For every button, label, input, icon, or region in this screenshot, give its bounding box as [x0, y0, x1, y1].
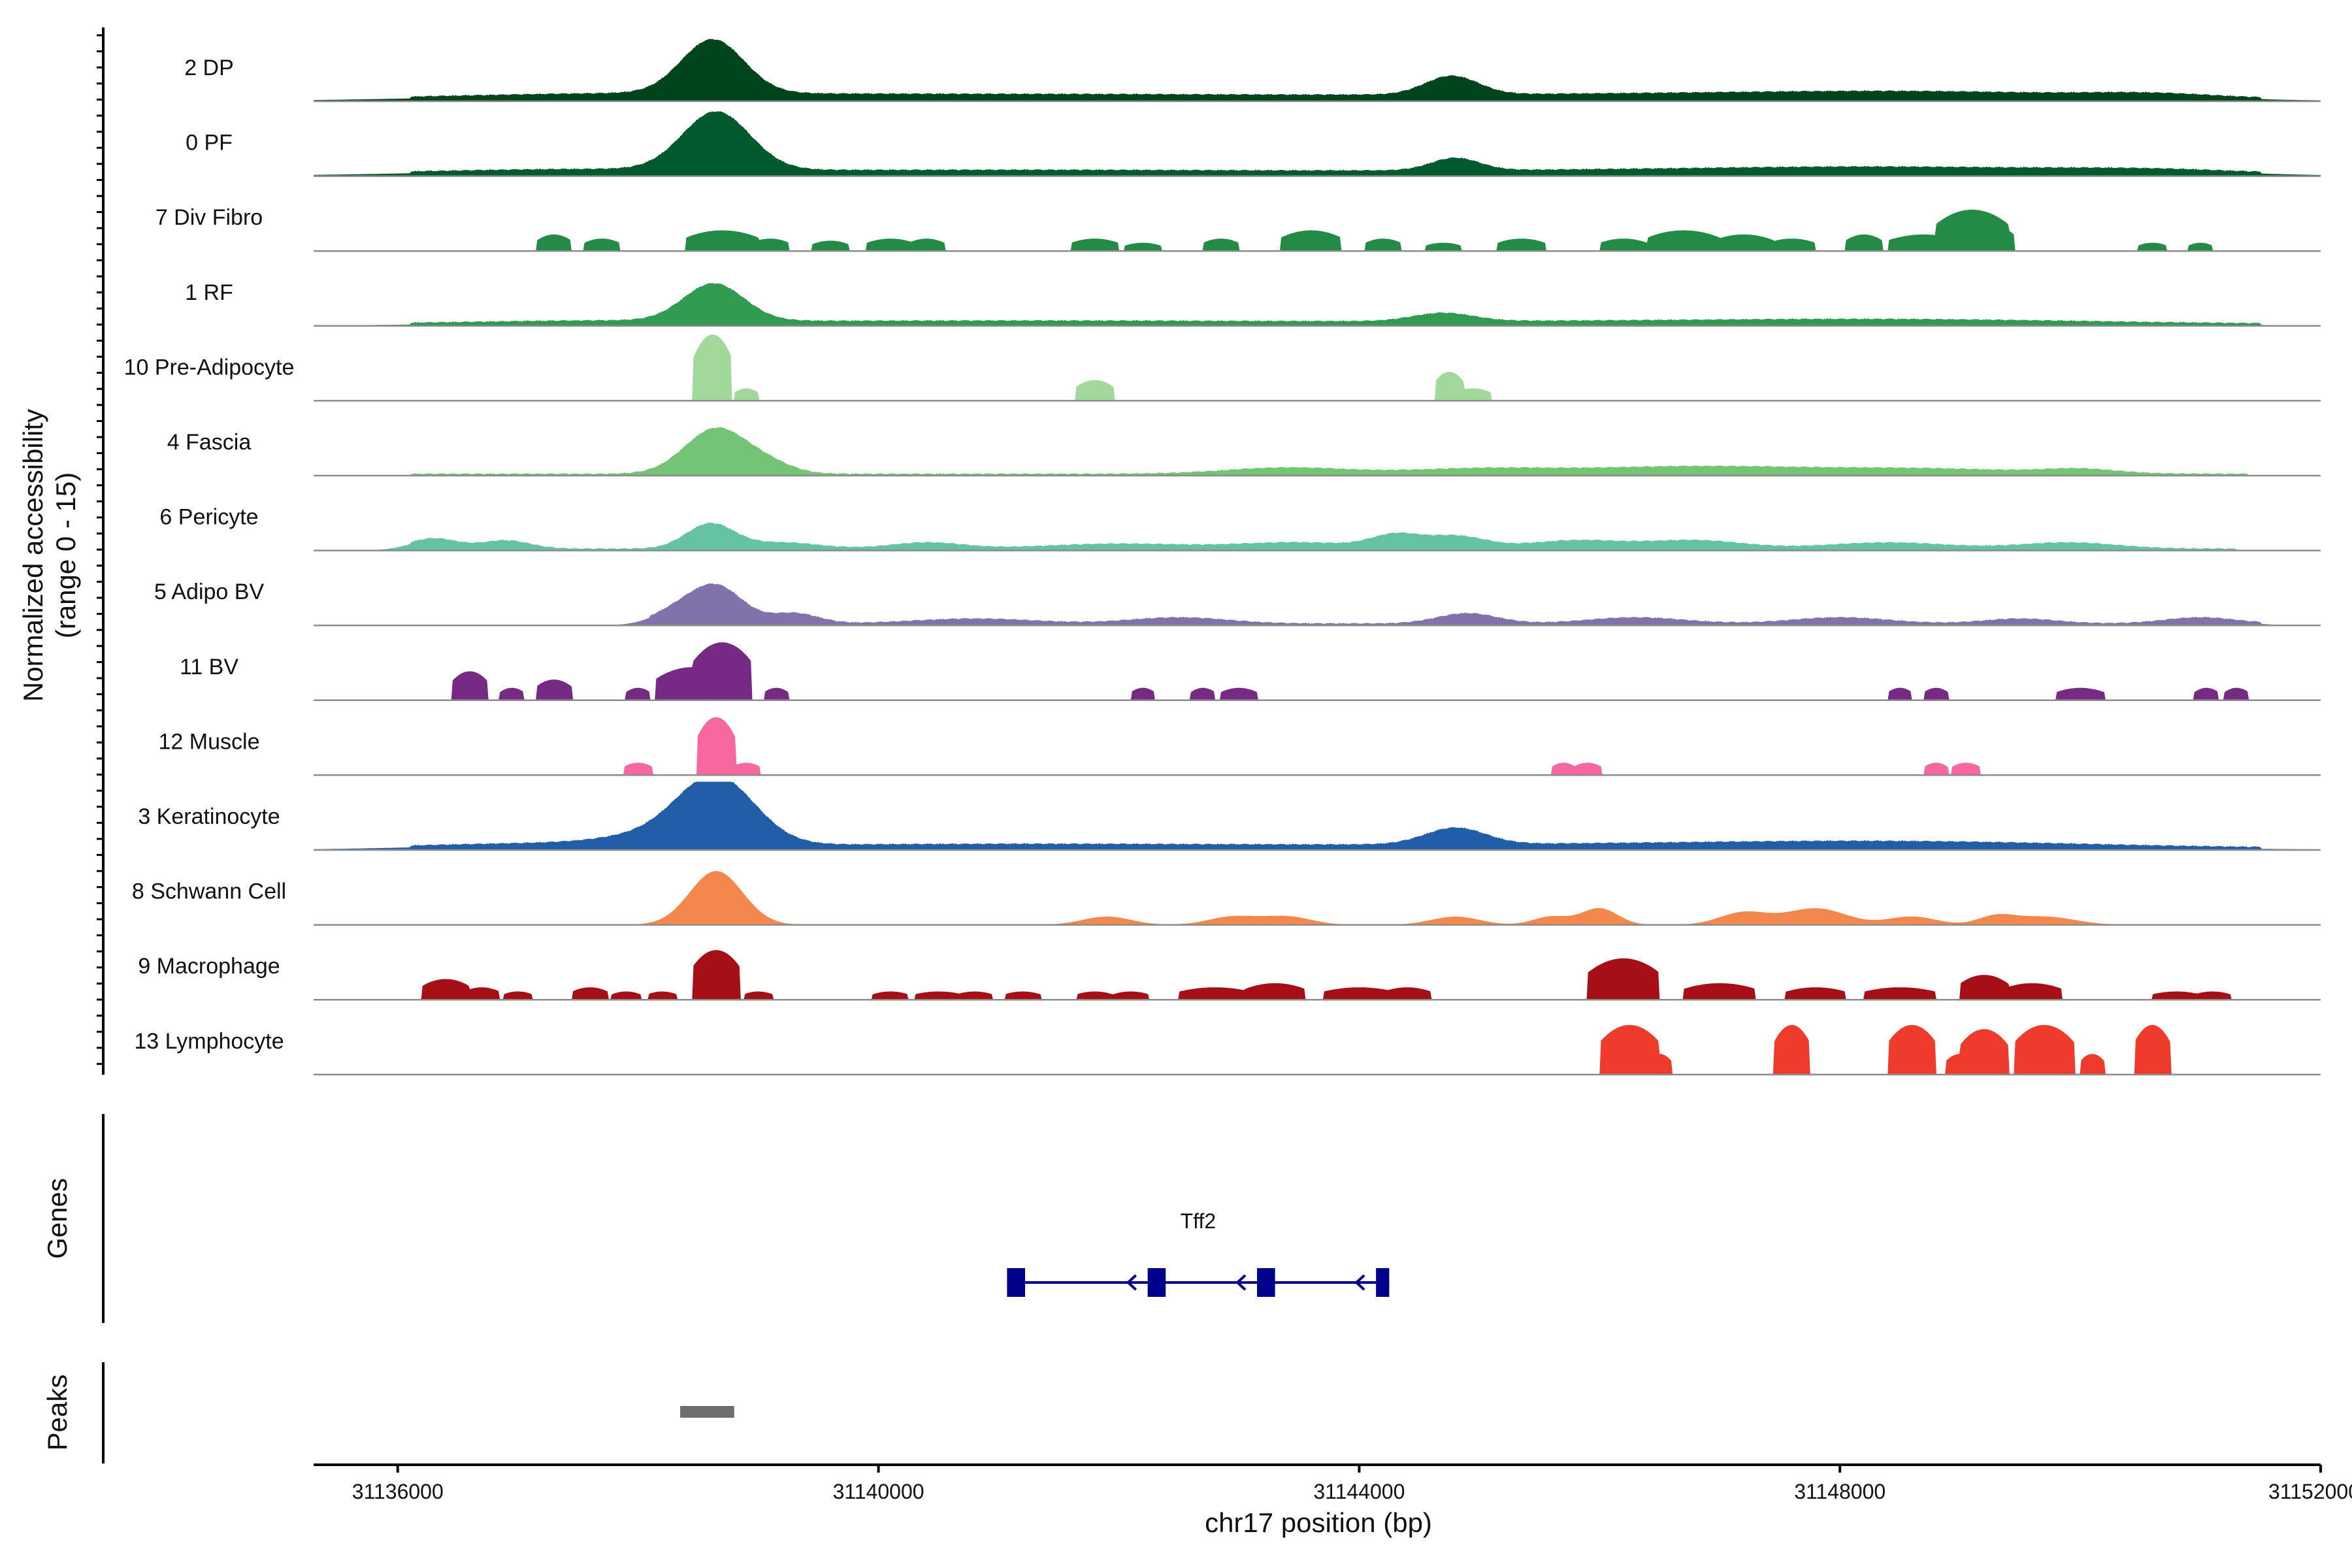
x-tick-label: 31152000 [2268, 1480, 2352, 1503]
track-label: 9 Macrophage [138, 954, 280, 979]
gene-exon [1257, 1268, 1275, 1297]
gene-exon [1007, 1268, 1025, 1297]
gene-model-tff2: Tff2 [1007, 1209, 1390, 1297]
peak-regions [680, 1406, 734, 1418]
coverage-area [314, 583, 2321, 626]
strand-arrow-icon [1354, 1274, 1365, 1291]
coverage-area [314, 717, 2321, 776]
x-tick-label: 31136000 [352, 1480, 444, 1503]
track-13-lymphocyte: 13 Lymphocyte [134, 1024, 2321, 1076]
peaks-panel-label: Peaks [42, 1375, 73, 1451]
track-label: 7 Div Fibro [155, 205, 263, 230]
gene-exon [1376, 1268, 1390, 1297]
gene-exon [1147, 1268, 1166, 1297]
coverage-area [314, 335, 2321, 401]
track-4-fascia: 4 Fascia [167, 427, 2321, 477]
x-tick-label: 31140000 [833, 1480, 924, 1503]
strand-arrow-icon [1126, 1274, 1137, 1291]
track-label: 8 Schwann Cell [132, 879, 286, 904]
track-label: 3 Keratinocyte [138, 804, 280, 829]
coverage-area [314, 1024, 2321, 1075]
track-label: 6 Pericyte [159, 505, 258, 530]
x-axis-title: chr17 position (bp) [1205, 1507, 1432, 1538]
track-2-dp: 2 DP [184, 39, 2321, 103]
track-label: 12 Muscle [159, 729, 260, 754]
track-3-keratinocyte: 3 Keratinocyte [138, 781, 2321, 851]
coverage-area [314, 781, 2321, 850]
genes-panel-label: Genes [42, 1178, 73, 1259]
coverage-area [314, 522, 2321, 551]
coverage-y-axis [97, 27, 105, 1075]
y-axis-title-line1: Normalized accessibility [18, 409, 48, 702]
track-8-schwann-cell: 8 Schwann Cell [132, 871, 2321, 926]
x-axis: 31136000 31140000 31144000 31148000 31152000 [314, 1463, 2352, 1503]
track-5-adipo-bv: 5 Adipo BV [154, 580, 2321, 627]
coverage-area [314, 209, 2321, 252]
coverage-area [314, 642, 2321, 700]
coverage-area [314, 427, 2321, 476]
gene-name-label: Tff2 [1181, 1209, 1217, 1233]
track-label: 11 BV [180, 655, 238, 679]
strand-arrow-icon [1235, 1274, 1247, 1291]
track-9-macrophage: 9 Macrophage [138, 950, 2321, 1001]
track-label: 10 Pre-Adipocyte [124, 355, 295, 380]
coverage-area [314, 39, 2321, 102]
x-tick-label: 31148000 [1794, 1480, 1886, 1503]
coverage-area [314, 950, 2321, 1000]
coverage-area [314, 871, 2321, 925]
track-0-pf: 0 PF [186, 111, 2321, 177]
coverage-area [314, 111, 2321, 176]
coverage-tracks: 2 DP 0 PF 7 Div Fibro 1 RF 10 Pre-Adipocyte 4… [124, 39, 2321, 1076]
track-7-div-fibro: 7 Div Fibro [155, 205, 2321, 252]
track-11-bv: 11 BV [180, 642, 2321, 702]
track-label: 0 PF [186, 131, 233, 155]
track-label: 1 RF [185, 280, 233, 305]
track-label: 4 Fascia [167, 430, 252, 455]
coverage-area [314, 282, 2321, 326]
track-6-pericyte: 6 Pericyte [159, 505, 2321, 551]
peak-region-bar [680, 1406, 734, 1418]
track-12-muscle: 12 Muscle [159, 717, 2321, 776]
track-10-pre-adipocyte: 10 Pre-Adipocyte [124, 335, 2321, 402]
y-axis-title-line2: (range 0 - 15) [50, 472, 81, 638]
track-label: 2 DP [184, 56, 234, 80]
track-1-rf: 1 RF [185, 280, 2321, 327]
track-label: 5 Adipo BV [154, 580, 265, 604]
x-tick-label: 31144000 [1313, 1480, 1405, 1503]
track-label: 13 Lymphocyte [134, 1029, 284, 1054]
